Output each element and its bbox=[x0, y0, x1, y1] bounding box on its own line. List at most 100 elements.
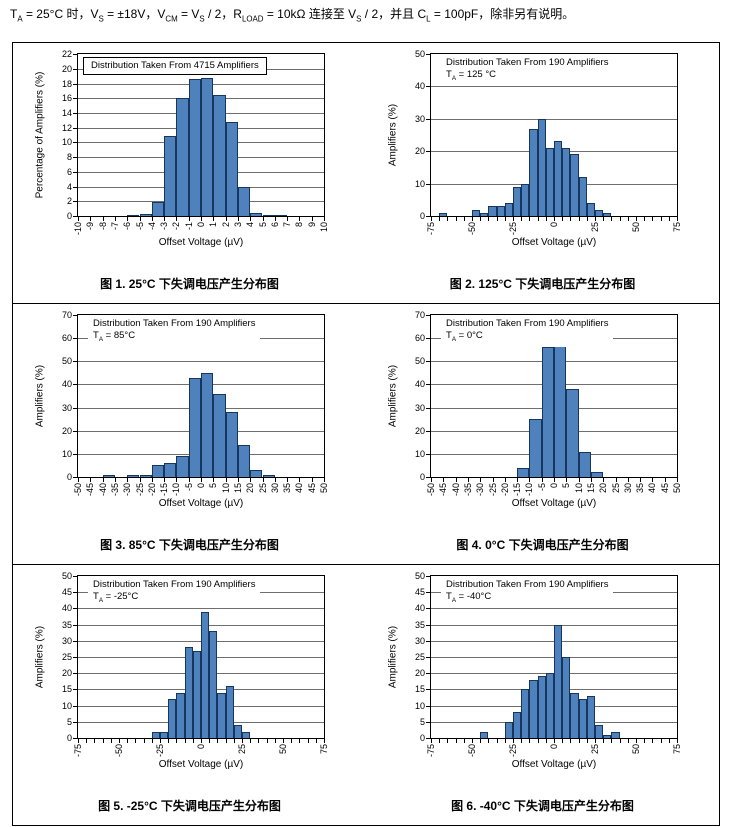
x-axis-tick bbox=[78, 217, 79, 221]
histogram-bar bbox=[570, 154, 579, 216]
histogram-bar bbox=[504, 721, 513, 738]
histogram-bar bbox=[237, 187, 251, 216]
x-axis-tick bbox=[513, 739, 514, 743]
x-axis-tick bbox=[237, 478, 239, 482]
y-axis-tick bbox=[73, 738, 77, 739]
histogram-bar bbox=[595, 725, 604, 738]
y-tick-label: 12 bbox=[61, 122, 72, 133]
x-tick-label: 35 bbox=[282, 483, 293, 494]
x-tick-label: -8 bbox=[97, 222, 108, 231]
x-axis-tick bbox=[439, 739, 441, 743]
x-axis-tick bbox=[537, 217, 539, 221]
y-axis-tick bbox=[73, 98, 77, 100]
y-tick-label: 35 bbox=[414, 619, 425, 630]
histogram-bar bbox=[237, 444, 251, 477]
histogram-bar bbox=[176, 98, 189, 216]
y-tick-label: 30 bbox=[414, 635, 425, 646]
grid-line bbox=[78, 361, 324, 363]
x-axis-tick bbox=[529, 739, 531, 743]
y-axis-tick bbox=[73, 157, 77, 159]
histogram-bar bbox=[176, 456, 189, 477]
y-tick-label: 10 bbox=[414, 700, 425, 711]
annotation-sample-size: Distribution Taken From 190 Amplifiers bbox=[446, 579, 609, 590]
y-tick-label: 70 bbox=[414, 310, 425, 320]
x-axis-tick bbox=[283, 739, 284, 743]
x-axis-tick bbox=[566, 478, 568, 482]
y-axis-tick bbox=[426, 453, 430, 455]
y-tick-label: 18 bbox=[61, 78, 72, 89]
x-axis-tick bbox=[324, 217, 325, 221]
histogram-bar bbox=[127, 474, 140, 477]
x-axis-tick bbox=[225, 478, 227, 482]
y-tick-label: 50 bbox=[61, 571, 72, 581]
figure-cell-5: Amplifiers (%) Distribution Taken From 1… bbox=[13, 565, 367, 825]
x-axis-tick bbox=[529, 217, 531, 221]
x-axis-tick bbox=[611, 739, 613, 743]
y-tick-label: 5 bbox=[66, 716, 72, 727]
histogram-bar bbox=[578, 177, 587, 216]
x-tick-label: 5 bbox=[257, 222, 268, 228]
x-axis-tick bbox=[262, 217, 264, 221]
histogram-bar bbox=[160, 731, 169, 738]
histogram-bar bbox=[537, 676, 546, 738]
x-axis-tick bbox=[537, 739, 539, 743]
x-tick-label: 0 bbox=[196, 483, 206, 489]
x-tick-label: 25 bbox=[610, 483, 621, 494]
figure-caption: 图 6. -40°C 下失调电压产生分布图 bbox=[451, 799, 634, 813]
y-axis-title: Amplifiers (%) bbox=[34, 364, 46, 428]
annotation: Distribution Taken From 190 Amplifiers T… bbox=[441, 578, 614, 608]
y-axis-tick bbox=[426, 407, 430, 409]
x-axis-tick bbox=[151, 217, 153, 221]
x-axis-tick bbox=[262, 478, 264, 482]
temperature-subscript: A bbox=[98, 596, 103, 604]
x-tick-label: -1 bbox=[183, 222, 194, 231]
y-axis-tick bbox=[73, 673, 77, 675]
y-axis-tick bbox=[426, 576, 430, 577]
y-axis-tick bbox=[426, 624, 430, 626]
histogram-bar bbox=[529, 419, 542, 477]
annotation-temperature: TA = 0°C bbox=[446, 330, 483, 343]
x-axis-tick bbox=[492, 478, 494, 482]
x-axis-title: Offset Voltage (µV) bbox=[511, 237, 597, 248]
x-tick-label: 30 bbox=[269, 483, 280, 494]
x-axis-tick bbox=[636, 217, 637, 221]
x-axis-title: Offset Voltage (µV) bbox=[511, 759, 597, 770]
y-axis-tick bbox=[73, 338, 77, 340]
x-axis-tick bbox=[488, 217, 490, 221]
histogram-bar bbox=[201, 78, 214, 216]
temperature-subscript: A bbox=[451, 596, 456, 604]
x-axis-tick bbox=[521, 217, 523, 221]
x-tick-label: -50 bbox=[114, 744, 124, 758]
x-axis-tick bbox=[504, 478, 506, 482]
x-axis-tick bbox=[517, 478, 519, 482]
x-tick-label: 8 bbox=[294, 222, 305, 228]
y-tick-label: 50 bbox=[414, 571, 425, 581]
x-axis-tick bbox=[315, 739, 317, 743]
x-tick-label: -15 bbox=[159, 483, 170, 497]
x-axis-tick bbox=[554, 739, 555, 743]
y-tick-label: 5 bbox=[419, 716, 425, 727]
y-axis-tick bbox=[73, 608, 77, 610]
annotation-sample-size: Distribution Taken From 190 Amplifiers bbox=[446, 318, 609, 329]
annotation: Distribution Taken From 190 Amplifiers T… bbox=[441, 317, 614, 347]
x-axis-tick bbox=[139, 478, 141, 482]
x-axis-tick bbox=[611, 217, 613, 221]
y-axis-tick bbox=[73, 624, 77, 626]
x-tick-label: -45 bbox=[85, 483, 96, 497]
x-axis-tick bbox=[513, 217, 514, 221]
histogram-bar bbox=[192, 650, 201, 738]
x-axis-tick bbox=[291, 739, 293, 743]
y-tick-label: 50 bbox=[414, 49, 425, 59]
y-tick-label: 8 bbox=[66, 152, 72, 163]
x-tick-label: -3 bbox=[159, 222, 170, 231]
x-axis-tick bbox=[472, 217, 473, 221]
y-axis-tick bbox=[426, 657, 430, 658]
histogram-bar bbox=[529, 128, 538, 216]
x-axis-tick bbox=[213, 478, 215, 482]
figure-cell-1: Percentage of Amplifiers (%) Distributio… bbox=[13, 43, 367, 304]
y-axis-tick bbox=[426, 361, 430, 363]
histogram-bar bbox=[554, 624, 563, 738]
x-axis-tick bbox=[619, 739, 621, 743]
x-axis-tick bbox=[127, 217, 129, 221]
x-axis-tick bbox=[504, 739, 506, 743]
